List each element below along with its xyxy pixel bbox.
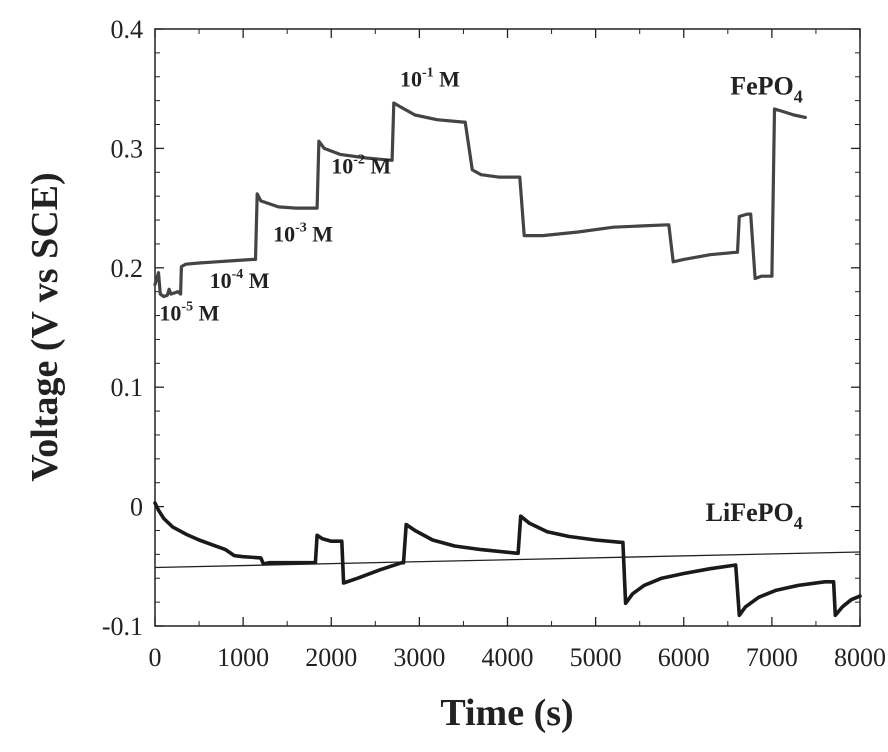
x-tick-label: 8000 bbox=[834, 643, 886, 672]
x-tick-label: 5000 bbox=[570, 643, 622, 672]
y-tick-label: 0.1 bbox=[111, 373, 144, 402]
plot-frame bbox=[154, 28, 861, 627]
reference-line bbox=[154, 551, 861, 569]
annotations: FePO4 LiFePO4 10-5 M 10-4 M10-3 M 10-2 M 10-1… bbox=[159, 65, 802, 533]
series-line-fepo4 bbox=[153, 101, 808, 299]
x-axis-title: Time (s) bbox=[440, 692, 573, 734]
y-axis-title: Voltage (V vs SCE) bbox=[24, 172, 66, 481]
y-tick-label: 0.4 bbox=[111, 15, 144, 44]
x-tick-label: 6000 bbox=[658, 643, 710, 672]
y-tick-label: 0.2 bbox=[111, 254, 144, 283]
series-line-lifepo4 bbox=[153, 501, 862, 618]
tick-labels: 0 1000 2000 3000 4000 5000 6000 7000 8000-0.100.… bbox=[102, 15, 886, 672]
x-tick-label: 2000 bbox=[305, 643, 357, 672]
series-label-fepo4: FePO4 bbox=[730, 72, 803, 107]
x-tick-label: 7000 bbox=[746, 643, 798, 672]
concentration-label: 10-2 M bbox=[331, 152, 391, 178]
concentration-label: 10-4 M bbox=[210, 267, 270, 293]
y-tick-label: 0 bbox=[130, 493, 143, 522]
x-tick-label: 0 bbox=[149, 643, 162, 672]
series-label-lifepo4: LiFePO4 bbox=[706, 498, 803, 533]
x-tick-label: 3000 bbox=[393, 643, 445, 672]
x-tick-label: 1000 bbox=[217, 643, 269, 672]
concentration-label: 10-3 M bbox=[273, 221, 333, 247]
x-tick-label: 4000 bbox=[482, 643, 534, 672]
concentration-label: 10-1 M bbox=[400, 65, 460, 91]
y-tick-label: 0.3 bbox=[111, 134, 144, 163]
y-tick-label: -0.1 bbox=[102, 612, 143, 641]
axis-ticks bbox=[154, 28, 861, 627]
series-lines bbox=[153, 101, 862, 618]
concentration-label: 10-5 M bbox=[159, 299, 219, 325]
